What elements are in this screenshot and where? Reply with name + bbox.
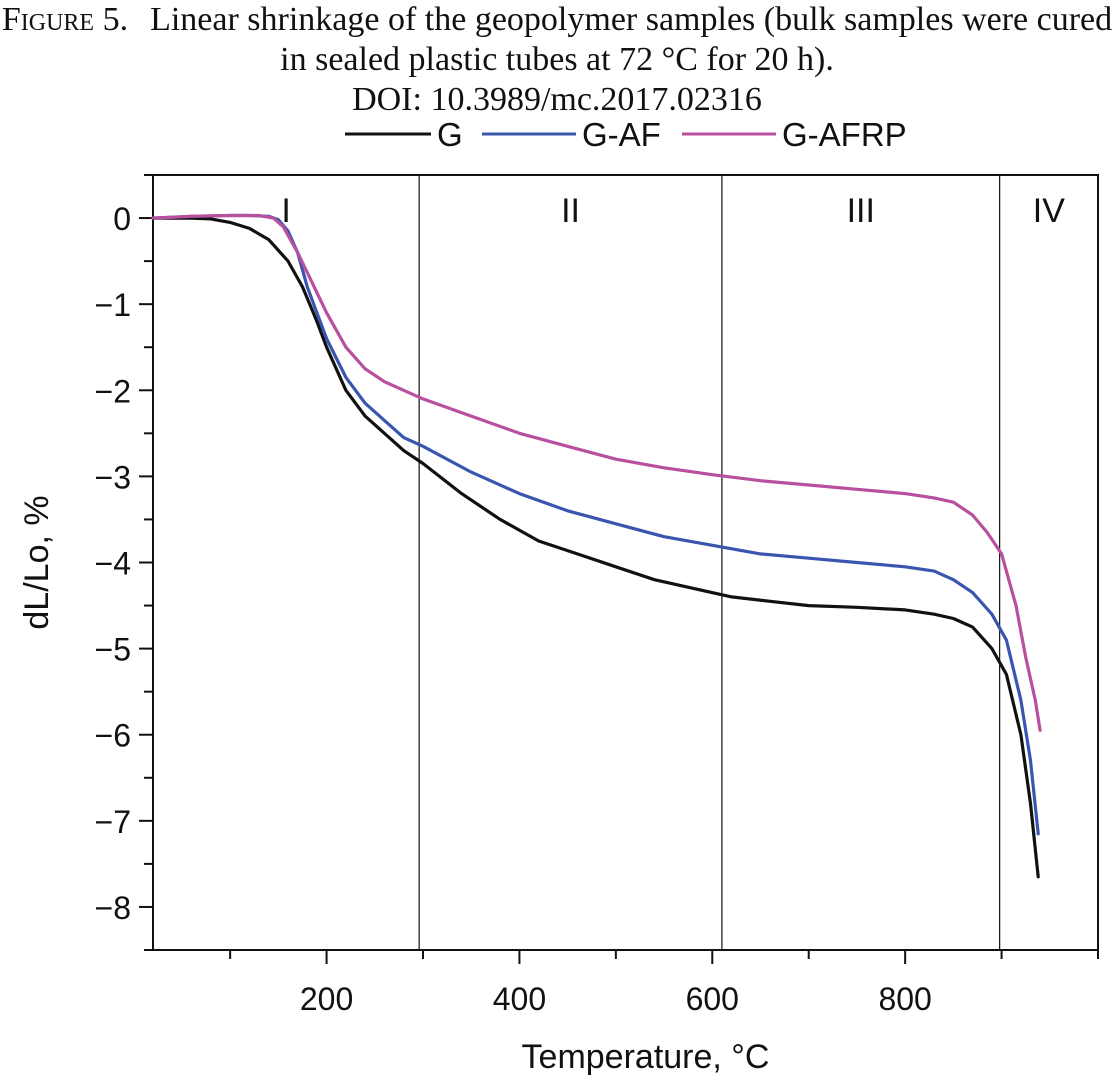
caption-doi: DOI: 10.3989/mc.2017.02316 <box>352 81 762 118</box>
x-tick-label: 400 <box>493 981 546 1017</box>
region-label-4: IV <box>1033 192 1065 230</box>
y-tick-label: −5 <box>95 632 131 668</box>
y-tick-label: −3 <box>95 459 131 495</box>
y-tick-label: −6 <box>95 718 131 754</box>
legend-label-g-afrp: G-AFRP <box>782 116 907 153</box>
y-tick-label: 0 <box>113 201 131 237</box>
x-tick-label: 800 <box>878 981 931 1017</box>
series-line-g-af <box>151 213 1040 836</box>
series-line-g-afrp <box>151 213 1042 732</box>
region-label-1: I <box>281 192 290 230</box>
legend-label-g: G <box>437 116 463 153</box>
y-tick-label: −2 <box>95 373 131 409</box>
region-label-2: II <box>561 192 580 230</box>
figure-label: Figure 5. <box>1 1 129 38</box>
legend-label-g-af: G-AF <box>582 116 661 153</box>
series-line-g <box>151 216 1040 879</box>
x-tick-label: 600 <box>686 981 739 1017</box>
caption-text: Linear shrinkage of the geopolymer sampl… <box>150 1 1113 78</box>
x-tick-label: 200 <box>300 981 353 1017</box>
plot-frame <box>152 174 1099 951</box>
y-tick-label: −1 <box>95 287 131 323</box>
caption-text-block: Figure 5. Linear shrinkage of the geopoly… <box>0 0 1114 80</box>
y-tick-label: −8 <box>95 890 131 926</box>
y-axis-title: dL/Lo, % <box>18 495 56 629</box>
y-tick-label: −7 <box>95 804 131 840</box>
figure-caption: Figure 5. Linear shrinkage of the geopoly… <box>0 0 1114 120</box>
y-tick-label: −4 <box>95 546 131 582</box>
region-label-3: III <box>847 192 875 230</box>
x-axis-title: Temperature, °C <box>522 1038 770 1076</box>
